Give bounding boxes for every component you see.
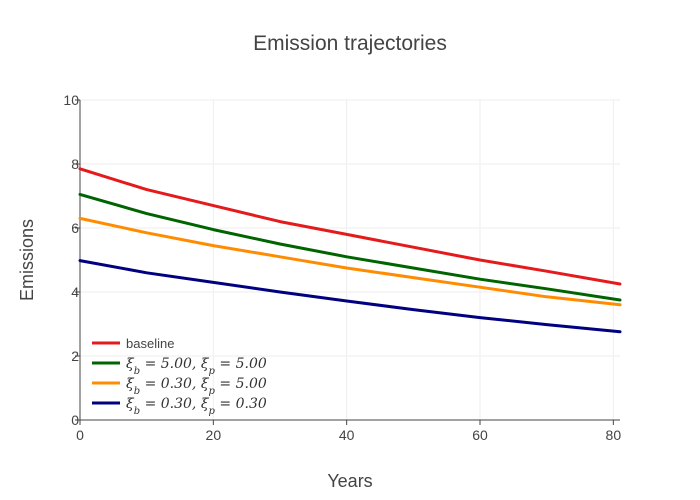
y-tick-label: 2 (71, 348, 79, 364)
x-tick-labels: 0 20 40 60 80 (76, 420, 621, 443)
legend-item-1[interactable]: ξb​ = 5.00, ξp​ = 5.00 (92, 356, 267, 377)
series-line-0 (78, 167, 622, 286)
y-tick-label: 10 (63, 92, 79, 108)
y-tick-label: 6 (71, 220, 79, 236)
legend-item-3[interactable]: ξb​ = 0.30, ξp​ = 0.30 (92, 396, 267, 417)
y-tick-labels: 0 2 4 6 8 10 (63, 92, 80, 428)
series-lines (78, 167, 622, 334)
legend-label: ξb​ = 0.30, ξp​ = 0.30 (126, 396, 267, 417)
grid (80, 99, 620, 420)
legend-item-2[interactable]: ξb​ = 0.30, ξp​ = 5.00 (92, 376, 267, 397)
y-axis-title: Emissions (17, 219, 37, 301)
y-tick-label: 8 (71, 156, 79, 172)
axes (79, 100, 620, 421)
legend-item-0[interactable]: baseline (92, 336, 174, 351)
y-tick-label: 0 (71, 412, 79, 428)
series-line-1 (78, 192, 622, 302)
chart-title: Emission trajectories (253, 32, 447, 55)
legend-label: ξb​ = 5.00, ξp​ = 5.00 (126, 356, 267, 377)
series-line-3 (78, 259, 622, 334)
x-tick-label: 60 (472, 427, 488, 443)
legend-label: baseline (126, 336, 174, 351)
x-axis-title: Years (327, 471, 372, 491)
x-tick-label: 0 (76, 427, 84, 443)
y-tick-label: 4 (71, 284, 79, 300)
x-tick-label: 80 (606, 427, 622, 443)
legend-label: ξb​ = 0.30, ξp​ = 5.00 (126, 376, 267, 397)
x-tick-label: 20 (206, 427, 222, 443)
series-line-2 (78, 216, 622, 307)
x-tick-label: 40 (339, 427, 355, 443)
